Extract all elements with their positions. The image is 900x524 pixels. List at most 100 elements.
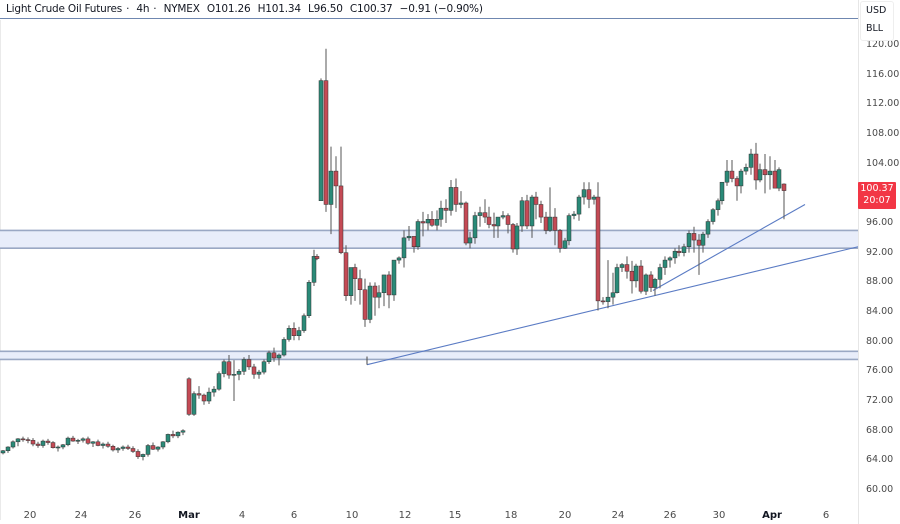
candle-down: [85, 438, 91, 444]
time-tick: 26: [663, 510, 677, 521]
candle-down: [781, 183, 787, 191]
bar-countdown: 20:07: [863, 195, 891, 206]
candle-down: [95, 441, 101, 446]
candle-up: [672, 250, 678, 259]
price-tick: 104.00: [866, 157, 900, 169]
time-tick: 6: [822, 510, 830, 521]
candle-up: [206, 391, 212, 402]
candle-down: [333, 170, 339, 187]
candle-up: [467, 237, 473, 244]
candle-down: [624, 264, 630, 272]
time-tick: Mar: [178, 510, 200, 521]
symbol-name[interactable]: Light Crude Oil Futures: [6, 3, 123, 15]
candle-down: [557, 230, 563, 249]
candle-up: [155, 446, 161, 450]
candle-up: [667, 257, 673, 261]
price-tick: 60.00: [866, 484, 894, 496]
candle-down: [352, 267, 358, 279]
candle-down: [251, 366, 257, 375]
candle-down: [524, 200, 530, 227]
candle-up: [216, 373, 222, 390]
time-tick: 15: [448, 510, 462, 521]
candle-up: [643, 274, 649, 292]
candle-down: [491, 224, 497, 227]
candle-down: [772, 170, 778, 189]
candle-up: [406, 236, 412, 239]
candle-down: [150, 445, 156, 450]
candle-up: [662, 259, 668, 268]
candle-up: [396, 257, 402, 261]
ohlc-open: O101.26: [206, 3, 251, 15]
candle-up: [381, 274, 387, 293]
candle-down: [552, 216, 558, 231]
candle-up: [581, 189, 587, 198]
price-tick: 96.00: [866, 217, 894, 228]
candle-up: [401, 237, 407, 259]
time-tick: 26: [128, 510, 142, 521]
candle-down: [105, 443, 111, 447]
candle-down: [20, 438, 26, 441]
currency-label: USD: [866, 5, 887, 16]
candle-down: [411, 236, 417, 247]
candle-up: [120, 446, 126, 449]
candle-up: [276, 354, 282, 359]
candle-up: [776, 169, 782, 189]
candle-down: [510, 224, 516, 250]
ohlc-low: L96.50: [308, 3, 343, 15]
candle-up: [710, 209, 716, 222]
candle-down: [338, 185, 344, 253]
currency-unit-selector[interactable]: USD BLL: [860, 1, 894, 41]
candle-up: [700, 233, 706, 246]
candle-down: [30, 440, 36, 445]
candle-up: [438, 207, 444, 220]
candle-up: [657, 267, 663, 280]
price-tick: 64.00: [866, 454, 894, 466]
candle-up: [75, 440, 81, 442]
price-tick: 116.00: [866, 68, 900, 80]
candle-down: [533, 196, 539, 205]
candle-down: [386, 274, 392, 296]
candle-up: [633, 265, 639, 282]
candle-down: [734, 178, 740, 187]
candle-up: [425, 219, 431, 224]
candle-up: [328, 170, 334, 205]
chart-top-divider: [0, 18, 858, 19]
candle-up: [301, 315, 307, 331]
candle-up: [286, 328, 292, 340]
short-trendline: [652, 203, 806, 291]
candle-down: [600, 300, 606, 303]
candle-down: [25, 439, 31, 441]
ohlc-high: H101.34: [257, 3, 301, 15]
interval[interactable]: 4h: [136, 3, 150, 15]
candle-down: [343, 252, 349, 296]
candle-up: [348, 267, 354, 296]
time-tick: 20: [558, 510, 572, 521]
candle-up: [40, 440, 46, 446]
candle-down: [429, 219, 435, 226]
candle-up: [261, 361, 267, 373]
candle-down: [648, 274, 654, 288]
candle-up: [434, 219, 440, 226]
candle-down: [125, 446, 131, 449]
candle-down: [729, 170, 735, 179]
candle-up: [80, 438, 86, 441]
candle-up: [757, 169, 763, 181]
candle-down: [586, 189, 592, 200]
candle-up: [165, 434, 171, 443]
chart-left-edge: [0, 20, 1, 520]
candle-up: [614, 267, 620, 293]
price-axis[interactable]: [858, 0, 900, 524]
candlestick-chart-canvas[interactable]: [0, 0, 858, 524]
time-tick: 18: [504, 510, 518, 521]
candle-up: [605, 296, 611, 302]
candle-up: [318, 80, 324, 202]
candle-up: [562, 240, 568, 249]
candle-up: [236, 371, 242, 375]
price-change: −0.91 (−0.90%): [399, 3, 483, 15]
candle-down: [314, 256, 320, 259]
candle-up: [652, 279, 658, 288]
time-tick: 10: [345, 510, 359, 521]
candle-up: [514, 225, 520, 250]
candle-up: [743, 167, 749, 172]
candle-up: [705, 221, 711, 235]
